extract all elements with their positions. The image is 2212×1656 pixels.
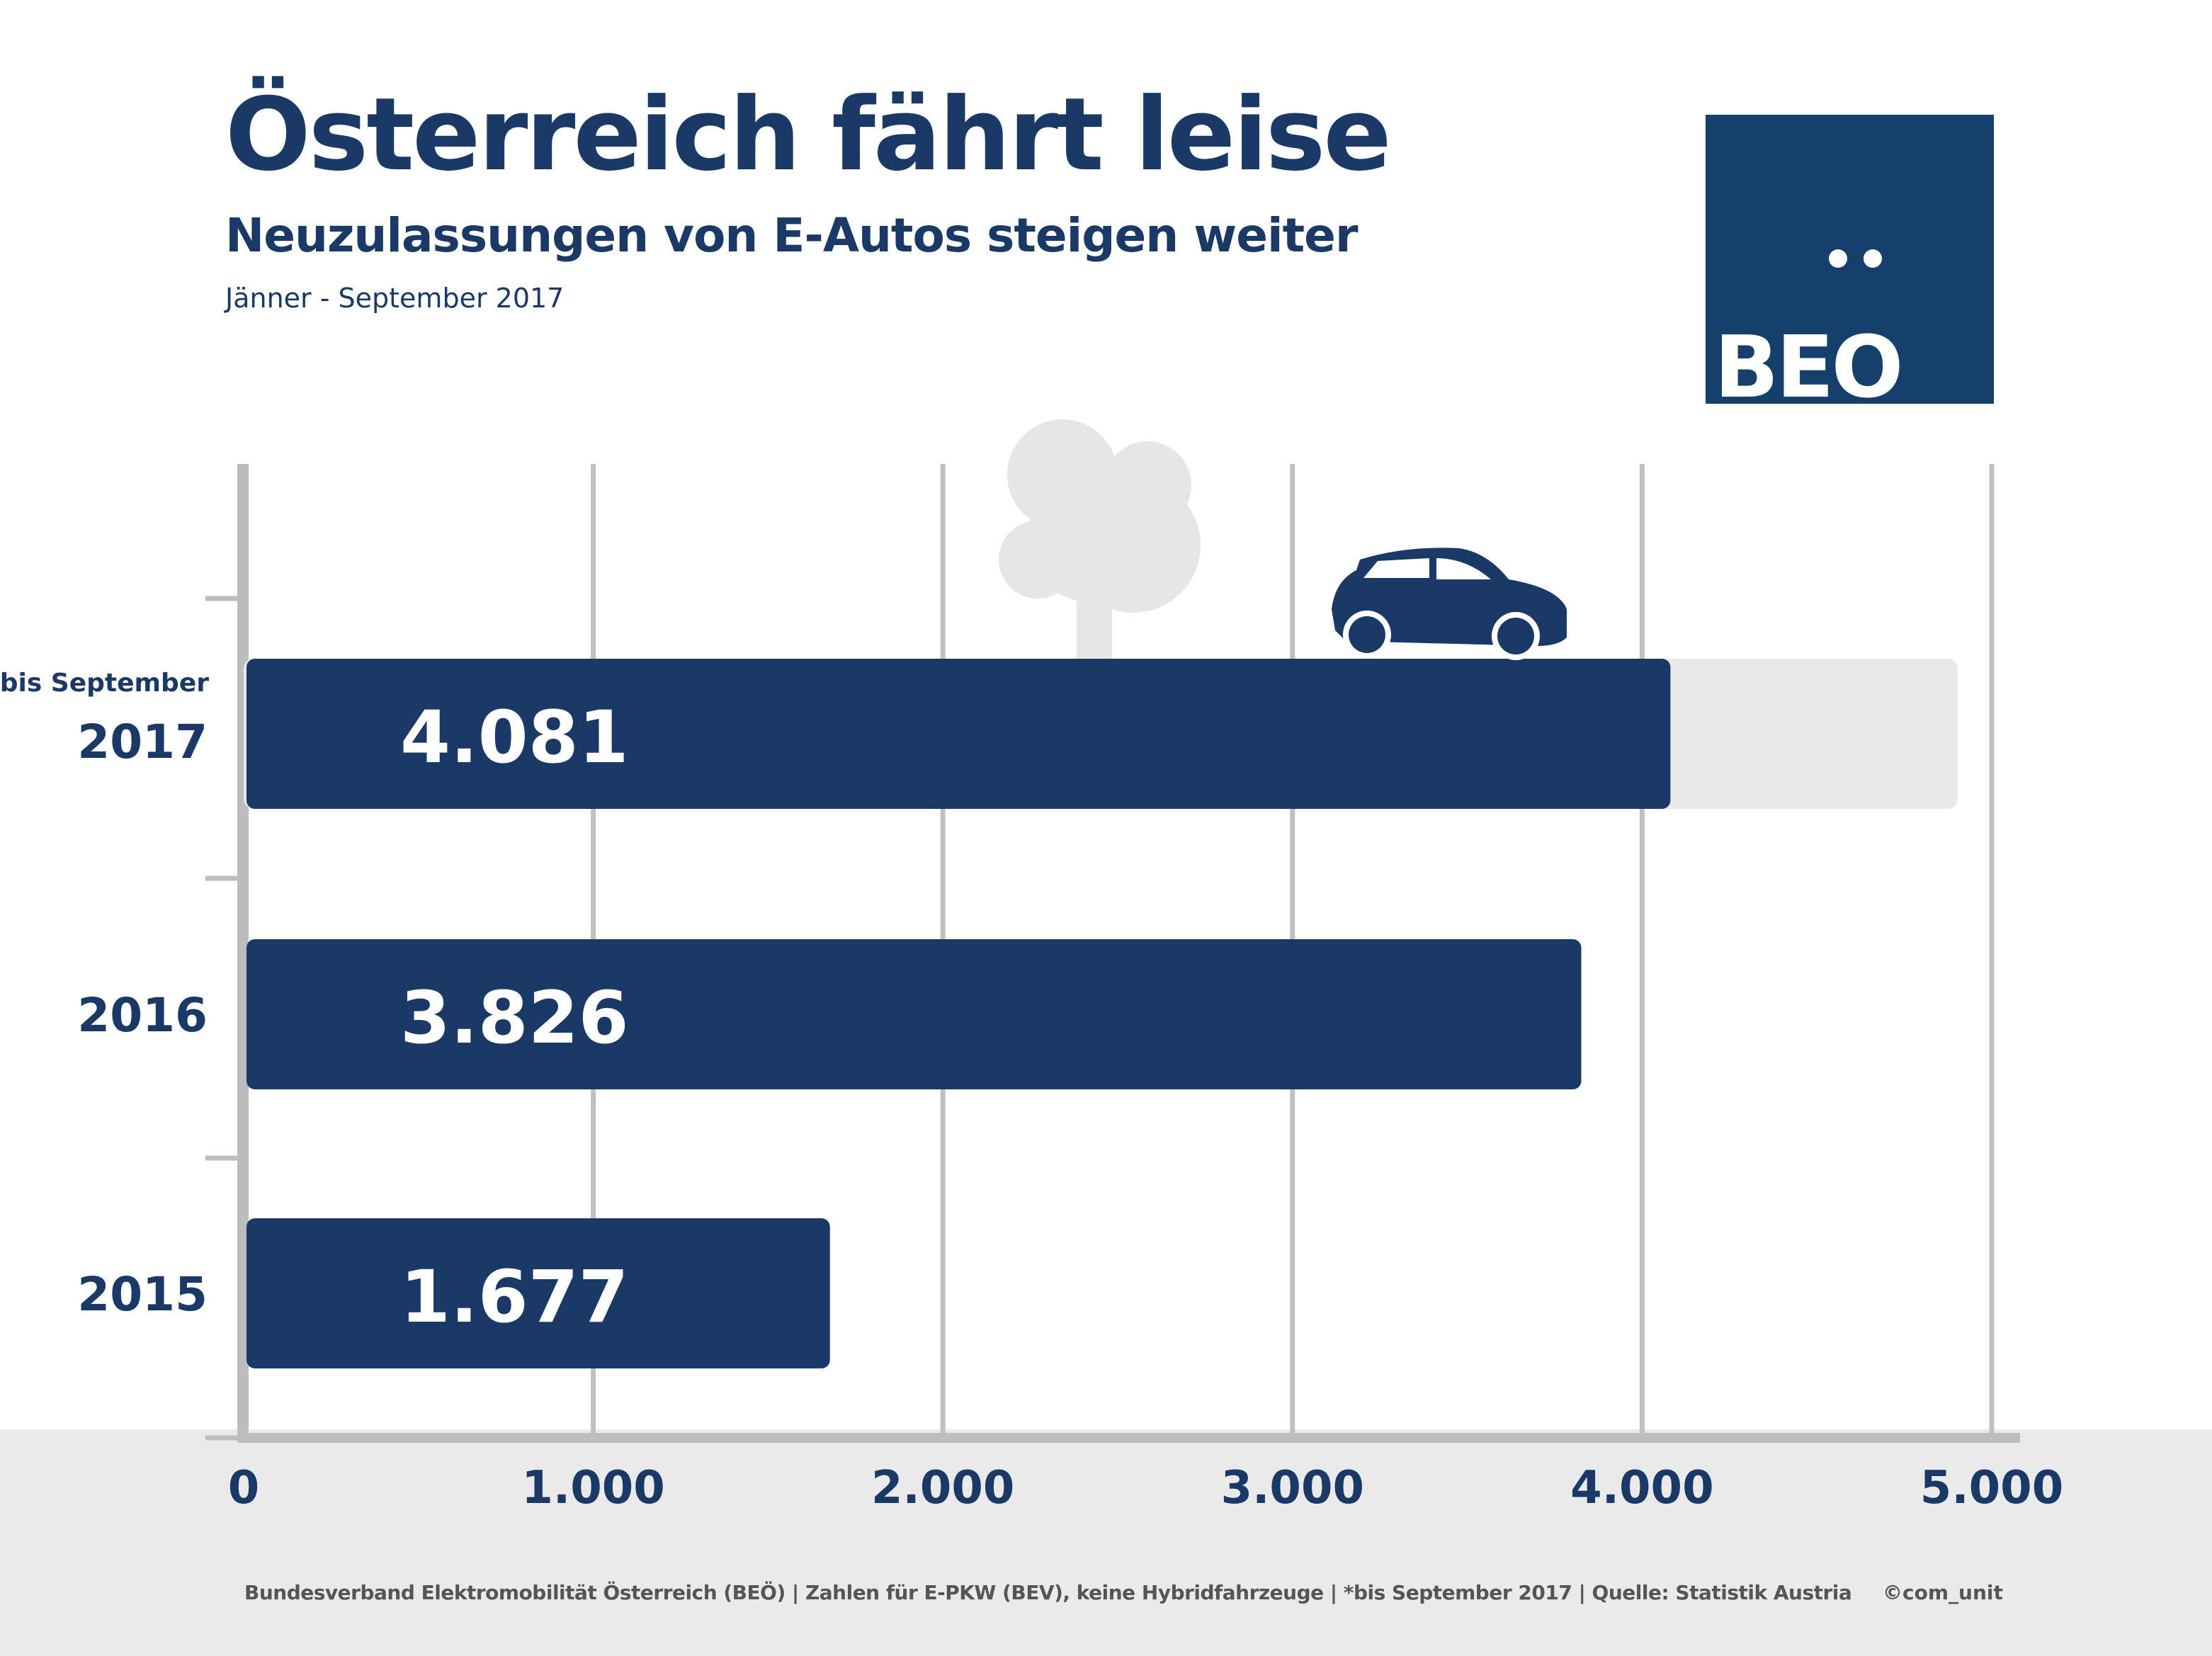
- beo-logo: BEO: [1706, 115, 1994, 404]
- x-tick-label: 0: [228, 1462, 260, 1514]
- x-tick-label: 5.000: [1920, 1462, 2063, 1514]
- footer-background: [0, 1429, 2212, 1656]
- category-label: 2015: [77, 1267, 208, 1322]
- x-tick-label: 1.000: [521, 1462, 664, 1514]
- x-tick-label: 4.000: [1570, 1462, 1713, 1514]
- bar-2017: [246, 659, 1671, 809]
- source-note: Bundesverband Elektromobilität Österreic…: [244, 1581, 1852, 1604]
- car-icon: [1332, 548, 1567, 660]
- chart-subtitle: Neuzulassungen von E-Autos steigen weite…: [225, 208, 1358, 263]
- svg-text:BEO: BEO: [1714, 319, 1900, 404]
- tree-icon: [999, 419, 1201, 660]
- x-tick-label: 3.000: [1221, 1462, 1364, 1514]
- bar-value-label: 1.677: [400, 1255, 629, 1339]
- category-label: 2017: [77, 715, 208, 769]
- chart-title: Österreich fährt leise: [225, 76, 1392, 193]
- category-label: 2016: [77, 988, 208, 1043]
- bar-value-label: 4.081: [400, 696, 629, 780]
- copyright: ©com_unit: [1883, 1581, 2003, 1604]
- bar-2016: [246, 939, 1582, 1089]
- beo-logo-graphic: BEO: [1714, 249, 1903, 404]
- chart-period: Jänner - September 2017: [225, 283, 565, 314]
- bar-value-label: 3.826: [400, 976, 629, 1060]
- bar-2015: [246, 1218, 830, 1368]
- category-note: bis September: [0, 669, 209, 698]
- x-tick-label: 2.000: [871, 1462, 1014, 1514]
